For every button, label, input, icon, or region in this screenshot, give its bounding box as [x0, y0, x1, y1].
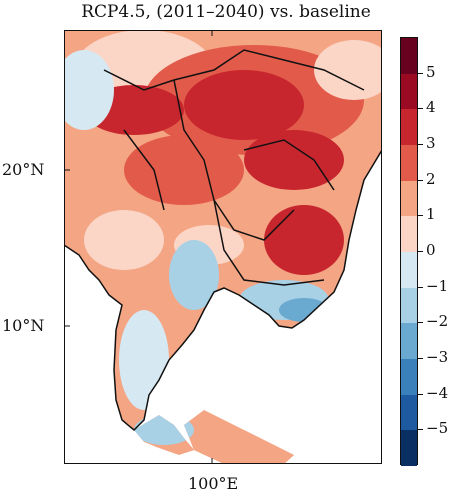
colorbar-segment — [401, 73, 417, 110]
colorbar-segment — [401, 38, 417, 75]
map-panel — [64, 30, 382, 464]
colorbar-segment — [401, 145, 417, 182]
colorbar-segment — [401, 323, 417, 360]
colorbar-tick — [418, 108, 423, 110]
map-title: RCP4.5, (2011–2040) vs. baseline — [81, 2, 371, 22]
colorbar-label: 1 — [426, 205, 436, 224]
colorbar-label: 5 — [426, 62, 436, 81]
colorbar-tick — [418, 286, 423, 288]
borders — [64, 49, 382, 432]
lat-label-20n: 20°N — [2, 160, 45, 179]
colorbar-label: −2 — [426, 312, 449, 331]
colorbar-segment — [401, 287, 417, 324]
colorbar-label: −1 — [426, 276, 449, 295]
map-frame — [64, 30, 382, 464]
colorbar-label: 4 — [426, 98, 436, 117]
temperature-anomaly-map — [64, 30, 382, 464]
colorbar-segment — [401, 216, 417, 253]
colorbar-segment — [401, 180, 417, 217]
colorbar-tick — [418, 144, 423, 145]
colorbar-label: −3 — [426, 348, 449, 366]
colorbar-label: −4 — [426, 383, 449, 402]
colorbar-tick — [418, 179, 423, 181]
colorbar — [400, 37, 418, 467]
colorbar-tick — [418, 72, 423, 74]
lon-label-100e: 100°E — [188, 474, 239, 493]
colorbar-segment — [401, 394, 417, 431]
colorbar-label: −5 — [426, 419, 449, 438]
colorbar-tick — [418, 429, 423, 431]
colorbar-tick — [418, 251, 423, 252]
colorbar-label: 2 — [426, 169, 436, 188]
colorbar-tick — [418, 393, 423, 395]
colorbar-segment — [401, 430, 417, 467]
lat-label-10n: 10°N — [2, 316, 45, 335]
colorbar-segment — [401, 109, 417, 146]
colorbar-tick — [418, 322, 423, 324]
colorbar-tick — [418, 215, 423, 217]
colorbar-label: 0 — [426, 241, 436, 259]
colorbar-segment — [401, 252, 417, 289]
colorbar-segment — [401, 359, 417, 396]
colorbar-label: 3 — [426, 134, 436, 152]
colorbar-tick — [418, 358, 423, 359]
